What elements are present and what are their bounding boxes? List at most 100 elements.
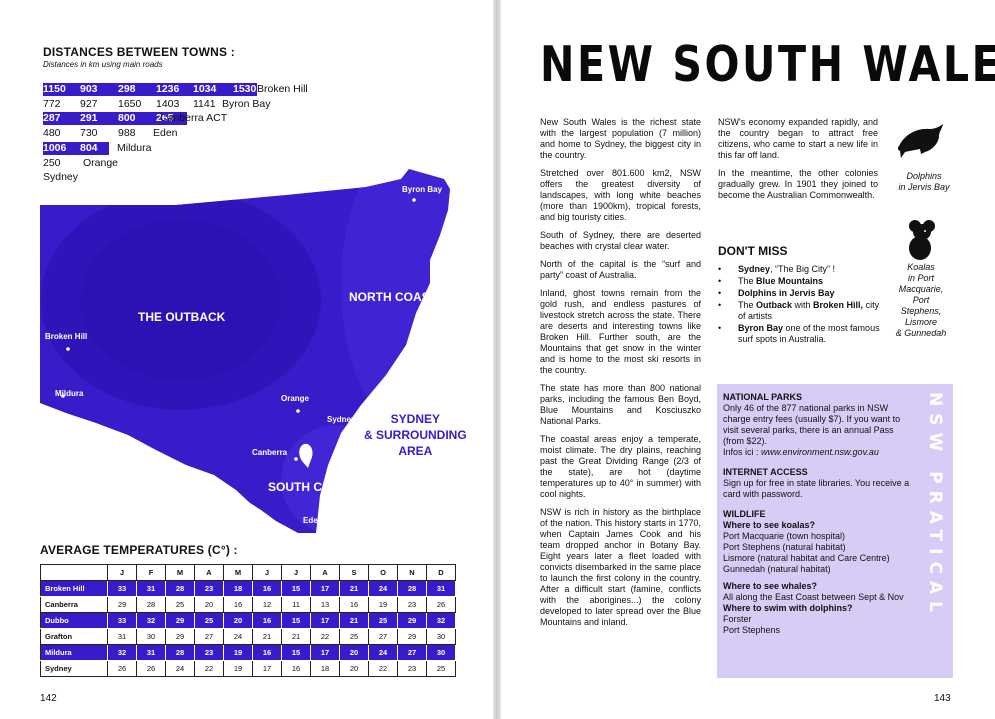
koala-icon — [909, 220, 935, 260]
dont-miss-title: DON'T MISS — [718, 244, 788, 258]
map-label-sydney-area: SYDNEY & SURROUNDING AREA — [364, 412, 467, 458]
distance-value: 1403 — [156, 97, 180, 110]
practical-info-box — [717, 384, 953, 678]
temperature-value: 19 — [223, 660, 253, 677]
distance-value: 1006 — [43, 141, 67, 154]
temperature-value: 17 — [310, 580, 340, 597]
temperature-value: 15 — [281, 644, 311, 661]
distance-value: 927 — [80, 97, 98, 110]
distance-value: 1236 — [156, 83, 180, 95]
temperature-value: 26 — [107, 660, 137, 677]
temperature-value: 18 — [310, 660, 340, 677]
koala-location: Port Stephens (natural habitat) — [723, 542, 846, 552]
temperature-town: Sydney — [40, 660, 108, 677]
month-header: J — [107, 564, 137, 581]
dolphins-question: Where to swim with dolphins? — [723, 603, 853, 613]
temperature-value: 17 — [310, 644, 340, 661]
internet-access-text: Sign up for free in state libraries. You… — [723, 478, 910, 499]
temperature-row: Grafton 31 30 29 27 24 21 21 22 25 27 29 30 — [40, 628, 456, 645]
distance-value: 903 — [80, 83, 98, 95]
temperature-value: 25 — [194, 612, 224, 629]
temperature-value: 31 — [136, 580, 166, 597]
temperature-value: 16 — [252, 612, 282, 629]
dont-miss-list: Sydney, “The Big City” ! The Blue Mounta… — [718, 264, 888, 346]
temperature-value: 31 — [426, 580, 456, 597]
dont-miss-item: Sydney, “The Big City” ! — [718, 264, 888, 275]
page-number-left: 142 — [40, 693, 57, 704]
month-header: S — [339, 564, 369, 581]
paragraph: Stretched over 801.600 km2, NSW offers t… — [540, 168, 701, 222]
month-header: A — [310, 564, 340, 581]
dont-miss-item: Byron Bay one of the most famous surf sp… — [718, 323, 888, 345]
temperature-town: Canberra — [40, 596, 108, 613]
map-town-mildura: Mildura — [55, 389, 84, 398]
temperature-value: 27 — [194, 628, 224, 645]
nsw-map — [40, 169, 450, 533]
temperature-value: 29 — [107, 596, 137, 613]
vertical-banner: NSW PRATICAL — [925, 392, 945, 619]
temperature-value: 19 — [368, 596, 398, 613]
temperature-value: 21 — [339, 612, 369, 629]
temperature-value: 16 — [281, 660, 311, 677]
temperature-row: Canberra 29 28 25 20 16 12 11 13 16 19 23 26 — [40, 596, 456, 613]
paragraph: The state has more than 800 national par… — [540, 383, 701, 426]
distance-row-highlight — [43, 83, 257, 96]
act-shape — [299, 443, 313, 468]
distance-value: 988 — [118, 127, 136, 140]
distance-value: 265 — [156, 112, 174, 125]
temperature-value: 25 — [339, 628, 369, 645]
temperature-value: 16 — [223, 596, 253, 613]
temperature-value: 28 — [397, 580, 427, 597]
main-text-column-2: NSW's economy expanded rapidly, and the … — [718, 117, 878, 208]
temperature-value: 25 — [426, 660, 456, 677]
distance-value: 298 — [118, 83, 136, 95]
temperatures-title: AVERAGE TEMPERATURES (C°) : — [40, 543, 238, 557]
paragraph: South of Sydney, there are deserted beac… — [540, 230, 701, 251]
temperature-value: 16 — [252, 580, 282, 597]
map-label-south-coast: SOUTH COAST — [268, 480, 356, 494]
temperature-value: 20 — [339, 644, 369, 661]
paragraph: Inland, ghost towns remain from the gold… — [540, 288, 701, 375]
temperature-value: 29 — [165, 612, 195, 629]
temperature-row: Dubbo 33 32 29 25 20 16 15 17 21 25 29 32 — [40, 612, 456, 629]
temperature-value: 29 — [397, 628, 427, 645]
temperature-value: 20 — [223, 612, 253, 629]
temperature-value: 27 — [368, 628, 398, 645]
temperature-value: 21 — [252, 628, 282, 645]
distance-town: Byron Bay — [222, 97, 271, 110]
temperatures-table: J F M A M J J A S O N D Broken Hill 33 31 28 23 18 16 15 17 2… — [40, 564, 456, 677]
distance-row-highlight — [43, 112, 187, 126]
distance-value: 291 — [80, 112, 98, 125]
temperature-value: 24 — [368, 580, 398, 597]
distance-town: Orange — [83, 156, 119, 169]
temperature-value: 32 — [107, 644, 137, 661]
distance-town: Broken Hill — [257, 83, 308, 95]
national-parks-infos: Infos ici : www.environment.nsw.gov.au — [723, 447, 879, 457]
book-gutter — [493, 0, 501, 719]
temperature-value: 23 — [194, 644, 224, 661]
temperature-value: 12 — [252, 596, 282, 613]
map-town-broken-hill: Broken Hill — [45, 332, 88, 341]
distances-subtitle: Distances in km using main roads — [43, 60, 163, 69]
temperature-value: 16 — [252, 644, 282, 661]
temperature-value: 29 — [165, 628, 195, 645]
month-header: F — [136, 564, 166, 581]
temperature-value: 18 — [223, 580, 253, 597]
distance-town: Canberra ACT — [160, 112, 228, 125]
whales-text: All along the East Coast between Sept & … — [723, 592, 904, 602]
distances-title: DISTANCES BETWEEN TOWNS : — [43, 45, 235, 59]
temperature-value: 22 — [310, 628, 340, 645]
dont-miss-item: The Blue Mountains — [718, 276, 888, 287]
temperature-value: 25 — [368, 612, 398, 629]
distance-value: 1530 — [233, 83, 257, 95]
temperature-value: 33 — [107, 580, 137, 597]
temperature-value: 17 — [310, 612, 340, 629]
temperature-value: 23 — [397, 596, 427, 613]
paragraph: NSW's economy expanded rapidly, and the … — [718, 117, 878, 160]
temperature-value: 16 — [339, 596, 369, 613]
temperature-value: 28 — [136, 596, 166, 613]
page-number-right: 143 — [934, 693, 951, 704]
environment-link[interactable]: www.environment.nsw.gov.au — [761, 447, 879, 457]
temperature-value: 19 — [223, 644, 253, 661]
